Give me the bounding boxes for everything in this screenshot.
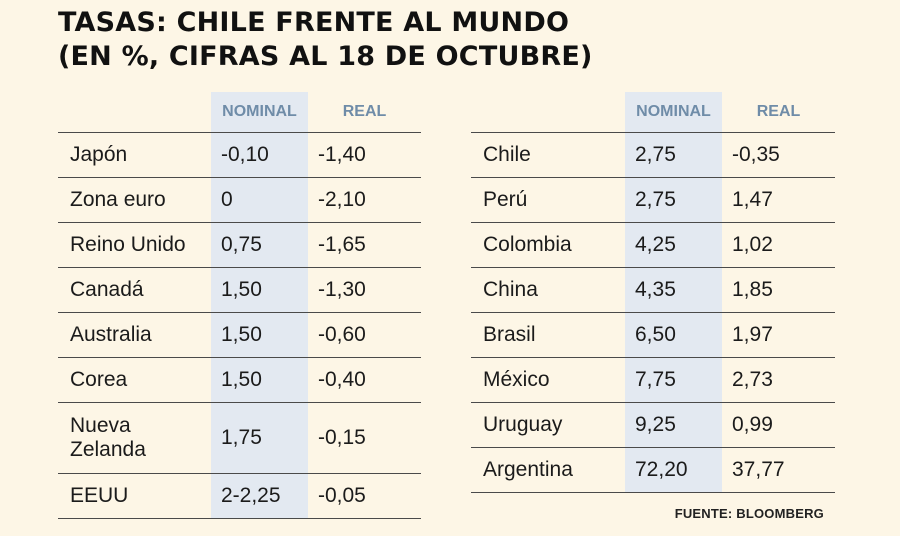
table-row: Zona euro 0 -2,10 [58,177,421,223]
table-left-panel: NOMINAL REAL Japón -0,10 -1,40 Zona euro 0 -2… [58,92,421,519]
nominal-cell: 2,75 [625,177,722,223]
rates-table-left: NOMINAL REAL Japón -0,10 -1,40 Zona euro 0 -2… [58,92,421,519]
table-row: Australia 1,50 -0,60 [58,312,421,358]
table-row: Argentina 72,20 37,77 [471,447,835,493]
real-cell: -0,60 [308,312,421,358]
country-cell: Reino Unido [58,222,211,268]
real-cell: -0,05 [308,473,421,519]
country-cell: Australia [58,312,211,358]
table-row: Canadá 1,50 -1,30 [58,267,421,313]
country-cell: China [471,267,625,313]
header-nominal: NOMINAL [625,92,722,133]
real-cell: -1,65 [308,222,421,268]
title-line-2: (EN %, CIFRAS AL 18 DE OCTUBRE) [58,41,593,72]
header-nominal: NOMINAL [211,92,308,133]
country-cell: Chile [471,132,625,178]
nominal-cell: 4,35 [625,267,722,313]
table-row: Nueva Zelanda 1,75 -0,15 [58,402,421,474]
table-row: Colombia 4,25 1,02 [471,222,835,268]
real-cell: -2,10 [308,177,421,223]
country-cell: Brasil [471,312,625,358]
table-header-row: NOMINAL REAL [58,92,421,133]
country-cell: Perú [471,177,625,223]
nominal-cell: 2-2,25 [211,473,308,519]
nominal-cell: 9,25 [625,402,722,448]
country-cell-line: Zelanda [70,438,146,461]
country-cell: EEUU [58,473,211,519]
table-row: México 7,75 2,73 [471,357,835,403]
country-cell: Canadá [58,267,211,313]
country-cell: Uruguay [471,402,625,448]
table-row: EEUU 2-2,25 -0,05 [58,473,421,519]
title-line-1: TASAS: CHILE FRENTE AL MUNDO [58,7,570,38]
country-cell-line: Nueva [70,414,131,437]
nominal-cell: 2,75 [625,132,722,178]
nominal-cell: 1,50 [211,357,308,403]
nominal-cell: 0 [211,177,308,223]
real-cell: 0,99 [722,402,835,448]
table-row: Chile 2,75 -0,35 [471,132,835,178]
real-cell: -0,35 [722,132,835,178]
nominal-cell: -0,10 [211,132,308,178]
country-cell: Nueva Zelanda [58,402,211,474]
nominal-cell: 0,75 [211,222,308,268]
real-cell: 2,73 [722,357,835,403]
header-real: REAL [722,92,835,133]
country-cell: Corea [58,357,211,403]
table-row: Brasil 6,50 1,97 [471,312,835,358]
nominal-cell: 1,50 [211,267,308,313]
real-cell: 1,97 [722,312,835,358]
table-row: Japón -0,10 -1,40 [58,132,421,178]
country-cell: Argentina [471,447,625,493]
real-cell: -0,40 [308,357,421,403]
table-row: Uruguay 9,25 0,99 [471,402,835,448]
country-cell: Japón [58,132,211,178]
real-cell: 1,02 [722,222,835,268]
header-country [58,92,211,133]
nominal-cell: 7,75 [625,357,722,403]
table-right-panel: NOMINAL REAL Chile 2,75 -0,35 Perú 2,75 1,47 C… [471,92,835,493]
header-real: REAL [308,92,421,133]
real-cell: 37,77 [722,447,835,493]
real-cell: 1,85 [722,267,835,313]
table-row: Perú 2,75 1,47 [471,177,835,223]
table-header-row: NOMINAL REAL [471,92,835,133]
table-row: China 4,35 1,85 [471,267,835,313]
real-cell: 1,47 [722,177,835,223]
nominal-cell: 6,50 [625,312,722,358]
real-cell: -0,15 [308,402,421,474]
nominal-cell: 1,50 [211,312,308,358]
table-row: Reino Unido 0,75 -1,65 [58,222,421,268]
nominal-cell: 4,25 [625,222,722,268]
nominal-cell: 72,20 [625,447,722,493]
country-cell: México [471,357,625,403]
table-row: Corea 1,50 -0,40 [58,357,421,403]
chart-title: TASAS: CHILE FRENTE AL MUNDO (EN %, CIFR… [58,6,593,74]
country-cell: Zona euro [58,177,211,223]
source-note: FUENTE: BLOOMBERG [674,506,824,521]
country-cell: Colombia [471,222,625,268]
real-cell: -1,30 [308,267,421,313]
real-cell: -1,40 [308,132,421,178]
nominal-cell: 1,75 [211,402,308,474]
header-country [471,92,625,133]
rates-table-right: NOMINAL REAL Chile 2,75 -0,35 Perú 2,75 1,47 C… [471,92,835,493]
